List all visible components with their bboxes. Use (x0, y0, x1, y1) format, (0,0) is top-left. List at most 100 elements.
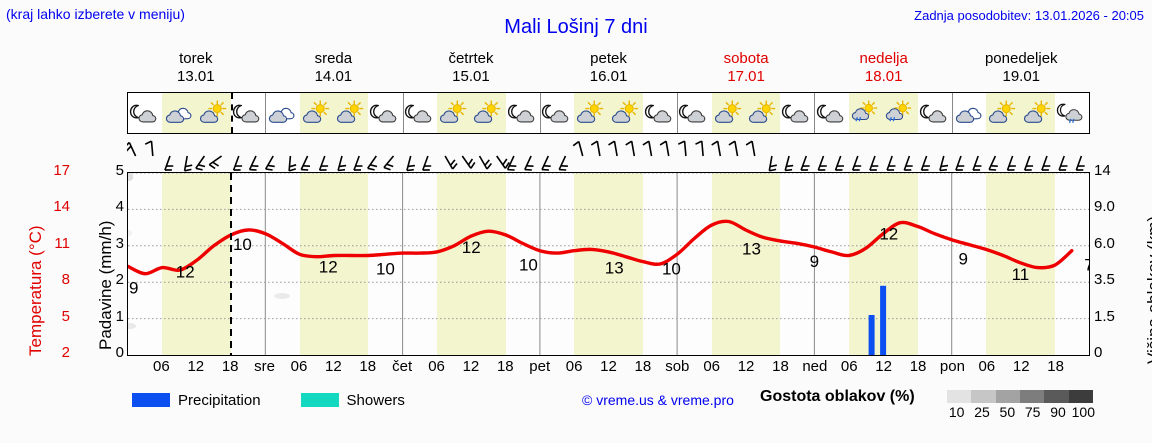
x-tick-label: 12 (737, 358, 755, 375)
x-tick-label: 12 (875, 358, 892, 375)
x-tick-label: 12 (600, 358, 617, 375)
x-tick-label: 06 (153, 358, 170, 375)
cloud-density-legend-title: Gostota oblakov (%) (760, 388, 915, 405)
svg-text:9: 9 (129, 279, 138, 298)
day-header-2: četrtek 15.01 (402, 50, 540, 88)
daylight-band-14 (608, 173, 643, 355)
x-tick-label: pet (529, 358, 551, 375)
daylight-band-13 (574, 173, 609, 355)
daylight-band-18 (745, 173, 781, 355)
cloud-density-tick: 75 (1024, 404, 1041, 420)
day-date: 13.01 (177, 68, 215, 85)
x-tick-label: 18 (359, 358, 377, 375)
day-name: četrtek (448, 50, 494, 67)
svg-text:9: 9 (810, 252, 819, 271)
tick-label: 1.5 (1094, 307, 1115, 325)
precip-legend: Precipitation Showers (132, 390, 405, 410)
moon-cloud-icon (128, 93, 162, 133)
cloud-density-tick: 100 (1071, 404, 1096, 420)
moon-cloud-icon (506, 93, 540, 133)
svg-text:11: 11 (1012, 265, 1030, 284)
day-name: sobota (723, 50, 769, 67)
svg-text:10: 10 (519, 256, 538, 275)
svg-text:13: 13 (742, 239, 761, 258)
moon-cloud-icon (918, 93, 952, 133)
tick-label: 3.5 (1094, 271, 1115, 289)
day-separator-1 (265, 93, 267, 133)
day-name: sreda (314, 50, 353, 67)
daylight-band-5 (299, 173, 334, 355)
x-tick-label: 06 (565, 358, 583, 375)
x-tick-label: sre (254, 358, 275, 375)
cloud-icon (952, 93, 986, 133)
precipitation-swatch (132, 393, 170, 407)
svg-text:12: 12 (319, 258, 338, 277)
sun-cloud-icon (299, 93, 334, 133)
x-tick-label: 18 (221, 358, 239, 375)
day-header-0: torek 13.01 (127, 50, 265, 88)
day-header-3: petek 16.01 (540, 50, 678, 88)
day-name: petek (590, 50, 627, 67)
cloud-height-tick-labels: 14 9.0 6.0 3.5 1.5 0 (1094, 160, 1134, 370)
precipitation-axis-title: Padavine (mm/h) (76, 170, 115, 360)
svg-text:10: 10 (376, 259, 395, 278)
tick-label: 1 (115, 307, 124, 325)
cloud-density-step-3 (1019, 390, 1045, 403)
cloud-icon (162, 93, 197, 133)
tick-label: 4 (115, 198, 124, 216)
x-tick-label: 18 (1047, 358, 1064, 375)
copyright-text: © vreme.us & vreme.pro (582, 392, 734, 408)
temperature-tick: 11 (54, 234, 70, 252)
x-tick-label: 12 (462, 358, 480, 375)
moon-cloud-rain-icon (1055, 93, 1089, 133)
precipitation-tick-labels: 5 4 3 2 1 0 (104, 160, 124, 370)
day-separator-3 (539, 93, 541, 133)
day-separator-6 (951, 93, 953, 133)
meteogram-plot: 9 12 10 12 10 12 10 13 10 13 9 12 9 11 7 (127, 172, 1090, 356)
svg-text:12: 12 (462, 238, 481, 257)
x-tick-label: 18 (634, 358, 652, 375)
showers-legend-label: Showers (346, 391, 405, 409)
moon-cloud-icon (403, 93, 437, 133)
day-header-row: torek 13.01 sreda 14.01 četrtek 15.01 petek 16.… (127, 50, 1090, 88)
page-title: Mali Lošinj 7 dni (504, 16, 648, 38)
moon-cloud-icon (368, 93, 402, 133)
svg-text:13: 13 (605, 259, 624, 278)
x-tick-label: 06 (703, 358, 721, 375)
daylight-band-6 (333, 173, 369, 355)
sun-cloud-icon (1020, 93, 1055, 133)
svg-text:10: 10 (233, 235, 252, 254)
temperature-tick: 2 (61, 344, 70, 361)
wind-barb-row (127, 136, 1090, 172)
tick-label: 0 (1094, 344, 1103, 361)
x-axis-tick-labels: 06 12 18 sre 06 12 18 čet 06 12 18 pet 06 12 18 sob 06 12… (127, 358, 1090, 380)
tick-label: 6.0 (1094, 234, 1115, 252)
x-tick-label: 06 (978, 358, 996, 375)
day-date: 15.01 (452, 68, 490, 85)
cloud-density-step-0 (947, 390, 972, 403)
svg-text:7: 7 (1084, 256, 1089, 275)
x-tick-label: pon (939, 358, 965, 375)
tick-label: 2 (115, 271, 124, 289)
sun-cloud-icon (471, 93, 506, 133)
x-tick-label: 18 (909, 358, 927, 375)
current-time-marker (230, 93, 233, 133)
sun-cloud-icon (608, 93, 643, 133)
tick-label: 9.0 (1094, 198, 1115, 216)
moon-cloud-icon (231, 93, 265, 133)
x-tick-label: 12 (1012, 358, 1030, 375)
svg-text:12: 12 (176, 262, 195, 281)
menu-hint-text: (kraj lahko izberete v meniju) (6, 6, 185, 22)
x-tick-label: sob (665, 358, 690, 375)
daylight-band-21 (848, 173, 884, 355)
temperature-tick: 14 (53, 198, 70, 216)
cloud-density-tick: 25 (974, 404, 990, 420)
moon-cloud-icon (815, 93, 849, 133)
day-name: ponedeljek (984, 50, 1058, 67)
sun-cloud-icon (711, 93, 746, 133)
sun-cloud-icon (574, 93, 609, 133)
cloud-density-step-1 (971, 390, 996, 403)
x-tick-label: ned (802, 358, 828, 375)
cloud-density-step-2 (995, 390, 1020, 403)
day-date: 19.01 (1002, 68, 1041, 85)
